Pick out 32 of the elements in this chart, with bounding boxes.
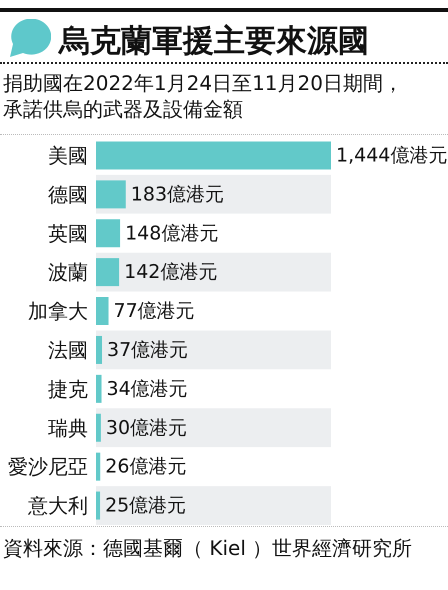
bar: [96, 180, 126, 208]
data-label: 26億港元: [105, 456, 186, 478]
y-tick-label: 波蘭: [48, 260, 88, 284]
y-tick-label: 意大利: [27, 494, 88, 518]
data-label: 142億港元: [124, 261, 218, 284]
bar: [96, 336, 102, 364]
data-label: 37億港元: [107, 338, 188, 361]
y-tick-label: 加拿大: [28, 299, 88, 324]
y-tick-label: 法國: [48, 338, 88, 362]
bar: [96, 452, 100, 481]
y-tick-label: 英國: [48, 221, 88, 246]
y-tick-label: 捷克: [48, 376, 88, 401]
data-label: 34億港元: [106, 378, 188, 400]
source-note: 資料來源：德國基爾（ Kiel ）世界經濟研究所: [3, 535, 412, 561]
chart-subtitle: 捐助國在2022年1月24日至11月20日期間，承諾供烏的武器及設備金額: [3, 70, 404, 122]
chart-title: 烏克蘭軍援主要來源國: [59, 22, 369, 61]
bar: [96, 374, 102, 403]
bar: [96, 219, 120, 248]
bar: [96, 492, 100, 520]
data-label: 30億港元: [106, 416, 188, 439]
y-tick-label: 美國: [48, 143, 88, 168]
y-tick-label: 愛沙尼亞: [8, 454, 88, 479]
data-label: 25億港元: [105, 494, 186, 517]
bar: [96, 297, 109, 326]
data-label: 148億港元: [125, 222, 218, 244]
y-tick-label: 瑞典: [48, 416, 88, 440]
bar: [96, 258, 120, 286]
data-label: 1,444億港元: [336, 144, 448, 166]
bar: [96, 414, 101, 442]
data-label: 183億港元: [130, 183, 224, 206]
data-label: 77億港元: [114, 300, 195, 322]
y-tick-label: 德國: [48, 182, 88, 206]
